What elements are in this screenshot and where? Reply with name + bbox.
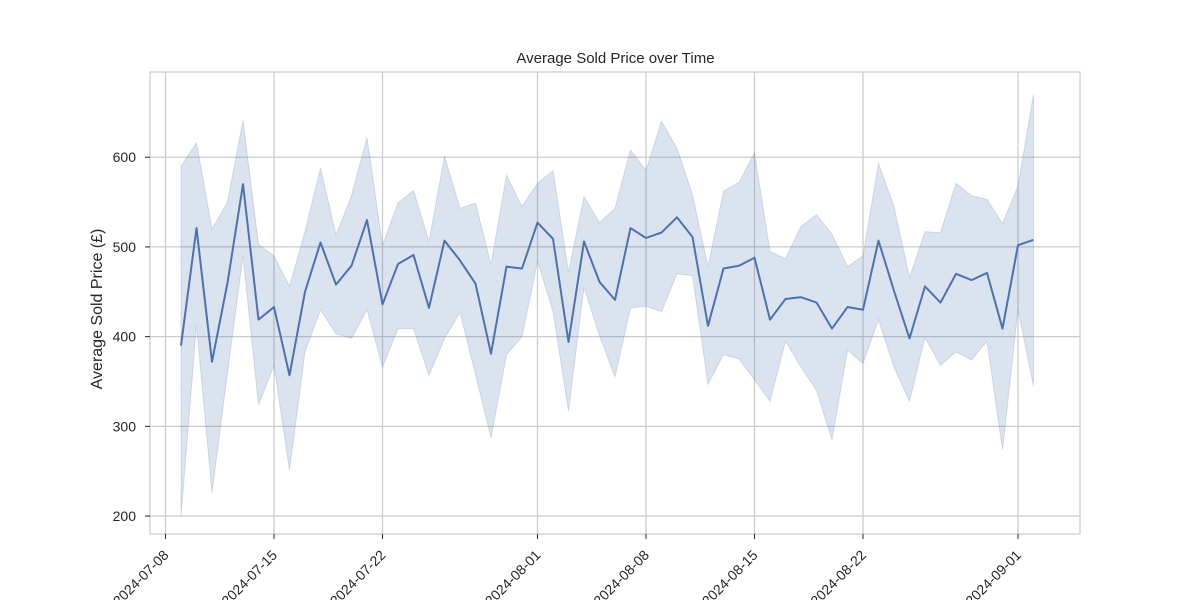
y-tick-label: 200 [113, 508, 137, 524]
y-axis-ticks: 200 300 400 500 600 [113, 149, 150, 524]
series-lines [180, 183, 1034, 377]
x-tick-label: 2024-07-08 [110, 547, 172, 600]
plot-frame [149, 71, 1081, 535]
x-axis-ticks: 2024-07-08 2024-07-15 2024-07-22 2024-08-01… [110, 534, 1024, 600]
series-line [180, 183, 1034, 377]
ci-band-area [180, 94, 1034, 517]
x-tick-label: 2024-07-22 [327, 547, 389, 600]
gridlines [150, 72, 1080, 534]
chart-title: Average Sold Price over Time [516, 50, 714, 67]
x-tick-label: 2024-08-08 [590, 547, 652, 600]
y-tick-label: 400 [113, 329, 137, 345]
y-tick-label: 300 [113, 418, 137, 434]
confidence-band [180, 94, 1034, 517]
x-tick-label: 2024-08-22 [807, 547, 869, 600]
x-tick-label: 2024-07-15 [218, 547, 280, 600]
y-tick-label: 600 [113, 149, 137, 165]
y-tick-label: 500 [113, 239, 137, 255]
y-axis-label: Average Sold Price (£) [89, 229, 106, 390]
x-tick-label: 2024-08-15 [699, 547, 761, 600]
x-tick-label: 2024-08-01 [482, 547, 544, 600]
x-tick-label: 2024-09-01 [962, 547, 1024, 600]
